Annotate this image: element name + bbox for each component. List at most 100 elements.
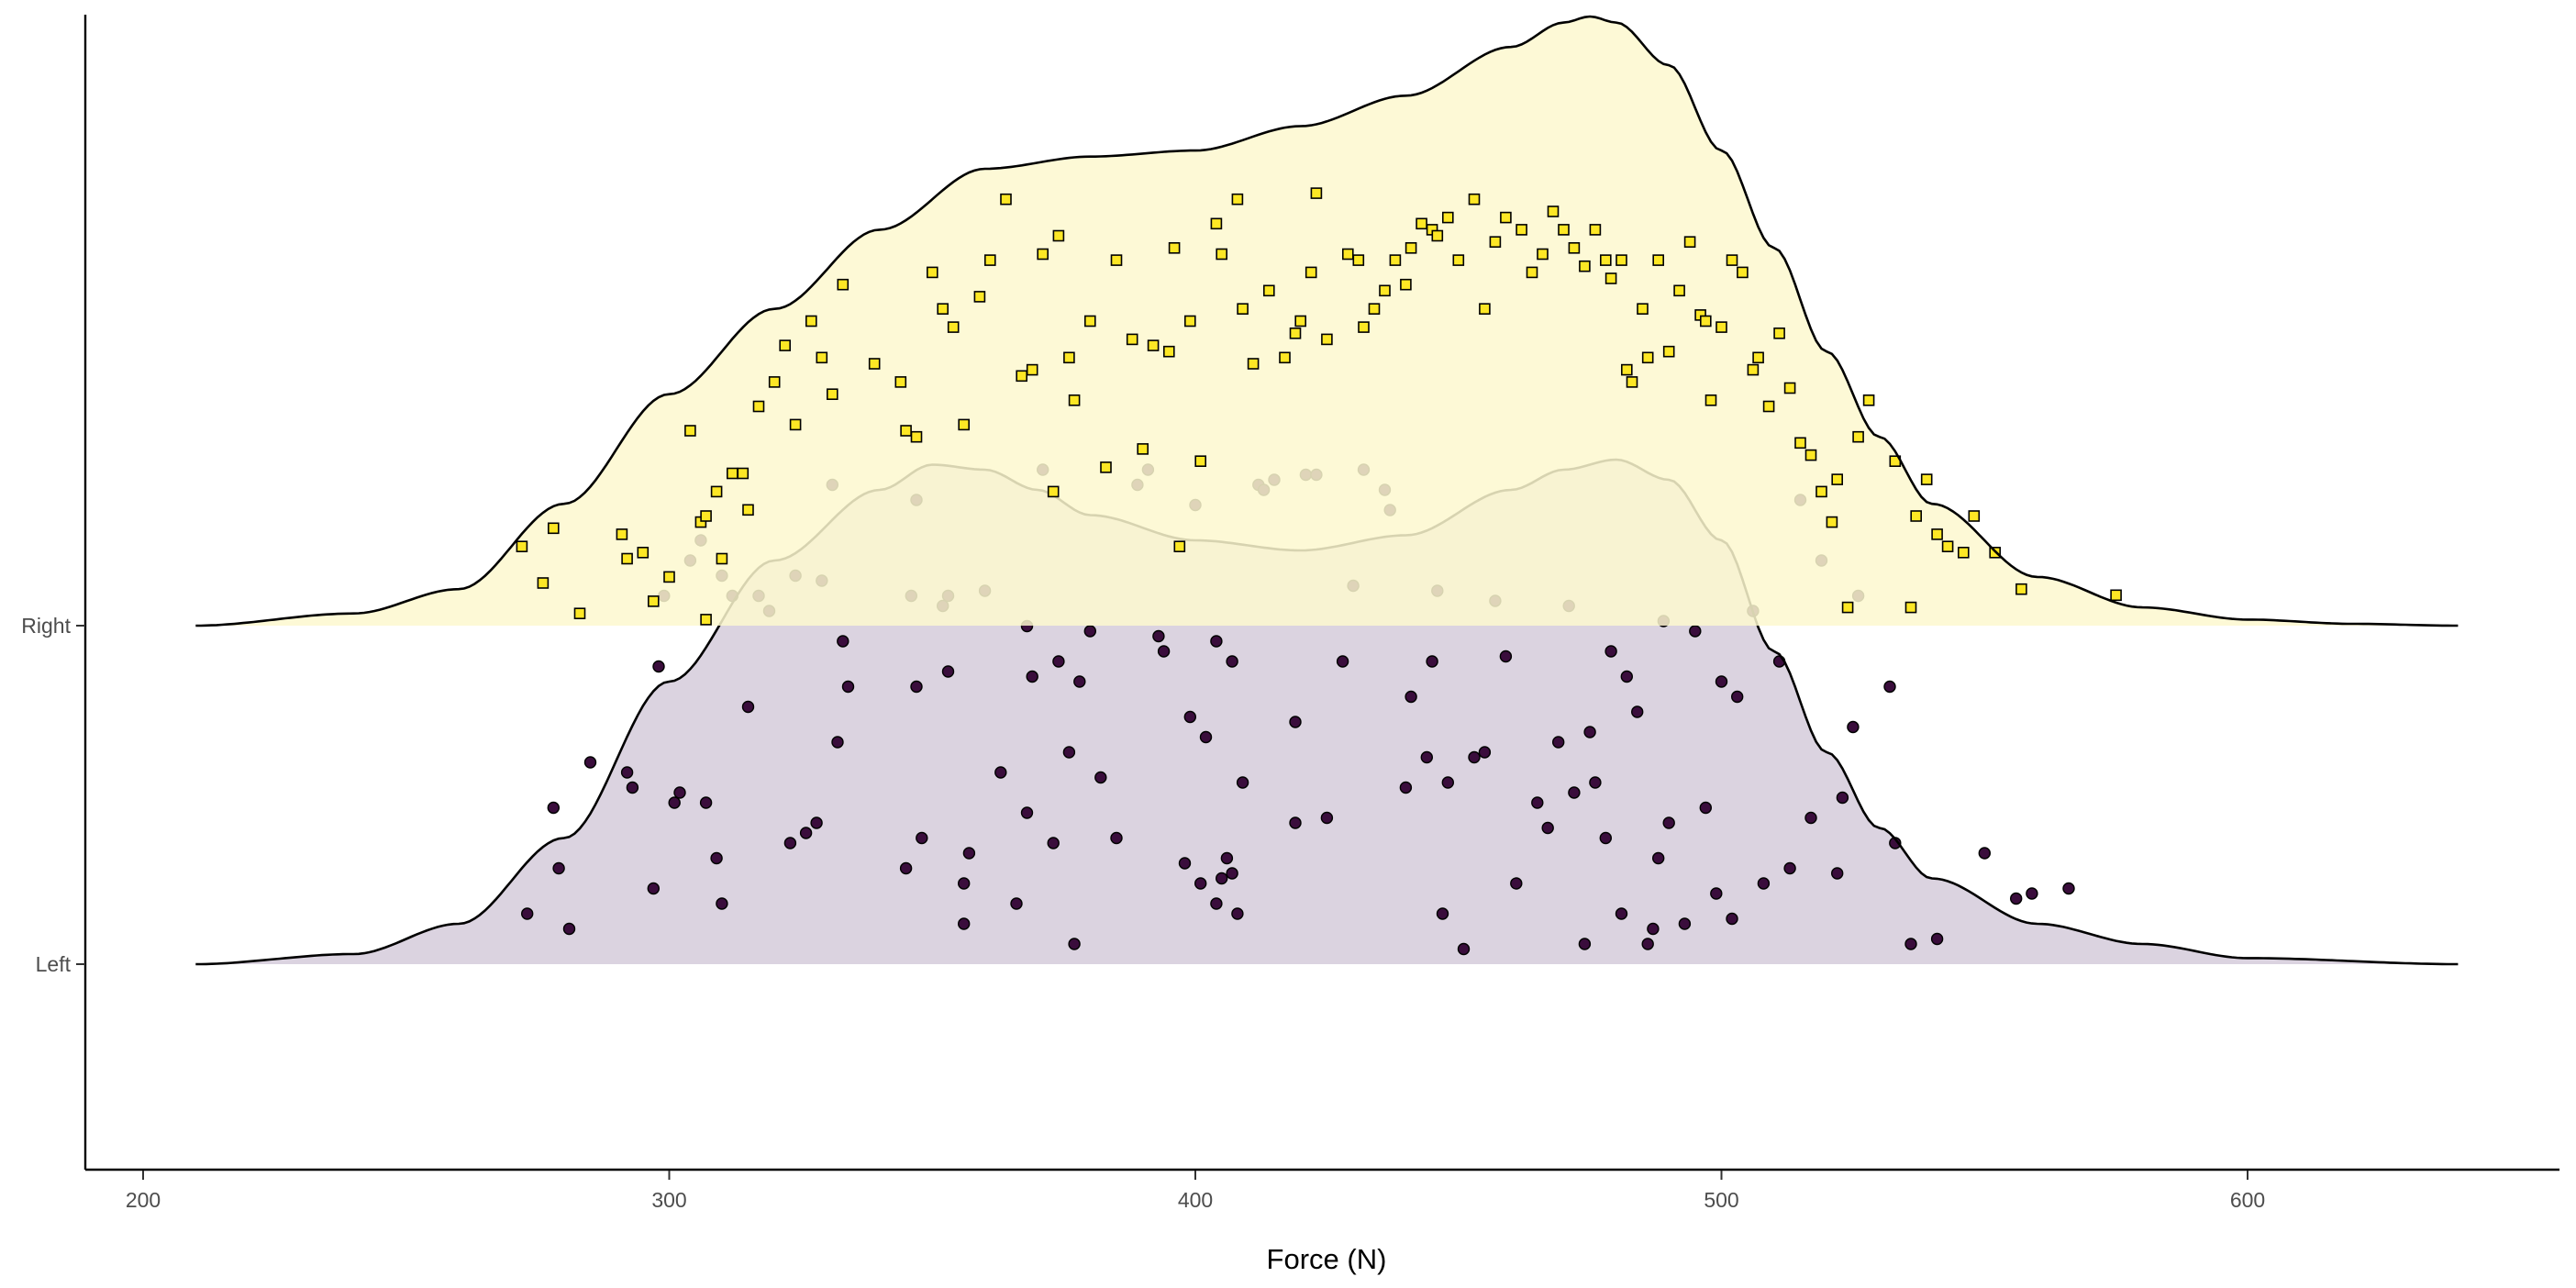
data-point-right xyxy=(1000,193,1012,205)
data-point-right xyxy=(1126,333,1138,346)
data-point-left xyxy=(1604,645,1617,658)
data-point-right xyxy=(1568,241,1581,254)
data-point-right xyxy=(1237,303,1249,316)
data-point-left xyxy=(710,851,723,865)
data-point-right xyxy=(1662,345,1675,358)
y-tick-label-right: Right xyxy=(21,614,71,638)
data-point-right xyxy=(1342,248,1354,261)
data-point-left xyxy=(1730,690,1744,704)
data-point-right xyxy=(1526,266,1538,279)
data-point-right xyxy=(2110,589,2122,602)
data-point-right xyxy=(752,400,765,413)
data-point-left xyxy=(1499,650,1513,663)
data-point-left xyxy=(620,766,634,779)
data-point-right xyxy=(1368,303,1381,316)
data-point-left xyxy=(916,831,928,845)
data-point-left xyxy=(1710,887,1723,900)
data-point-left xyxy=(941,665,955,678)
data-point-left xyxy=(1578,938,1592,950)
data-point-right xyxy=(1904,601,1917,614)
data-point-right xyxy=(973,291,986,303)
data-point-left xyxy=(1047,837,1060,849)
data-point-left xyxy=(1510,877,1523,890)
data-point-right xyxy=(1931,528,1943,540)
data-point-left xyxy=(994,766,1007,779)
data-point-left xyxy=(1178,857,1192,870)
data-point-left xyxy=(1478,746,1492,759)
data-point-left xyxy=(957,917,971,930)
data-point-left xyxy=(1699,801,1713,815)
data-point-right xyxy=(1479,303,1491,316)
data-point-right xyxy=(573,607,586,620)
data-point-right xyxy=(726,467,738,480)
data-point-left xyxy=(1647,922,1660,936)
data-point-right xyxy=(1068,394,1081,406)
data-point-left xyxy=(1020,806,1034,819)
data-point-right xyxy=(742,504,754,516)
data-point-right xyxy=(1815,485,1827,498)
data-point-left xyxy=(1651,851,1665,865)
data-point-left xyxy=(1715,675,1728,688)
data-point-right xyxy=(637,546,650,559)
data-point-right xyxy=(1084,315,1096,328)
data-point-left xyxy=(1589,776,1602,789)
data-point-right xyxy=(1862,394,1875,406)
data-point-left xyxy=(1336,655,1349,668)
data-point-right xyxy=(1958,546,1970,559)
data-point-right xyxy=(1416,217,1427,230)
data-point-left xyxy=(1615,907,1628,920)
points-right xyxy=(516,187,2122,626)
data-point-left xyxy=(1457,942,1471,956)
data-point-right xyxy=(1616,254,1627,266)
data-point-right xyxy=(1700,315,1712,328)
data-point-left xyxy=(1847,720,1860,734)
data-point-right xyxy=(1558,224,1570,236)
data-point-right xyxy=(837,278,849,291)
data-point-left xyxy=(1420,750,1434,764)
data-point-right xyxy=(1247,358,1260,370)
data-point-right xyxy=(868,358,881,370)
data-point-right xyxy=(1405,241,1417,254)
data-point-left xyxy=(1436,907,1449,920)
data-point-left xyxy=(1599,831,1613,845)
data-point-left xyxy=(1405,690,1417,704)
data-point-left xyxy=(1083,625,1097,638)
data-point-right xyxy=(1489,236,1502,249)
data-point-right xyxy=(1783,382,1796,394)
data-point-right xyxy=(947,321,960,333)
data-point-left xyxy=(647,882,660,895)
data-point-left xyxy=(1210,635,1223,648)
data-point-right xyxy=(1358,321,1370,333)
data-point-right xyxy=(1231,193,1244,205)
data-point-right xyxy=(1184,315,1196,328)
y-ticks: Left Right xyxy=(21,614,85,976)
ridges xyxy=(195,15,2459,966)
x-tick-label: 400 xyxy=(1178,1188,1213,1212)
data-point-left xyxy=(626,781,639,794)
data-point-right xyxy=(1468,193,1481,205)
data-point-right xyxy=(663,571,675,583)
data-point-right xyxy=(1310,187,1323,199)
x-tick-label: 300 xyxy=(651,1188,686,1212)
data-point-left xyxy=(1236,776,1249,789)
data-point-left xyxy=(1662,816,1675,829)
data-point-left xyxy=(1531,796,1544,809)
data-point-left xyxy=(1194,877,1207,890)
data-point-left xyxy=(1220,851,1234,865)
data-point-right xyxy=(937,303,949,316)
data-point-right xyxy=(1289,327,1302,339)
data-point-right xyxy=(1452,254,1465,266)
data-point-right xyxy=(1442,211,1454,224)
data-point-right xyxy=(1910,510,1922,522)
data-point-right xyxy=(816,351,828,364)
data-point-right xyxy=(616,528,628,540)
data-point-left xyxy=(1231,907,1244,920)
data-point-left xyxy=(1026,670,1038,683)
data-point-left xyxy=(1289,716,1302,728)
data-point-left xyxy=(1904,938,1917,950)
data-point-left xyxy=(1320,811,1334,825)
data-point-right xyxy=(1941,540,1954,553)
data-point-right xyxy=(1537,248,1549,261)
y-tick-label-left: Left xyxy=(36,952,72,976)
axes xyxy=(83,15,2559,1171)
